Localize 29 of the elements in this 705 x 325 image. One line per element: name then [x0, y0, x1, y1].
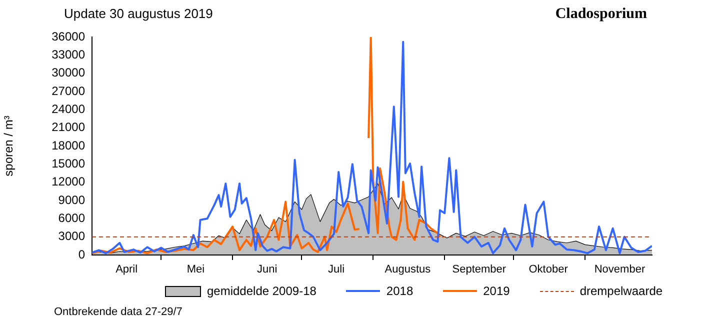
y-tick-label: 0 [78, 247, 86, 262]
x-tick-label: September [452, 264, 506, 276]
x-tick-label: April [116, 264, 138, 276]
x-tick-label: November [594, 264, 646, 276]
y-tick-label: 21000 [52, 120, 86, 134]
y-axis-title: sporen / m³ [2, 116, 16, 176]
y-tick-label: 15000 [52, 156, 86, 170]
x-tick-label: Mei [186, 264, 205, 276]
legend-label: 2019 [483, 284, 510, 298]
y-tick-label: 18000 [52, 138, 86, 152]
x-tick-label: Juli [328, 264, 345, 276]
text: Ontbrekende data 27-29/7 [54, 306, 182, 318]
y-tick-label: 12000 [52, 174, 86, 189]
y-tick-label: 27000 [52, 84, 86, 98]
y-tick-label: 33000 [52, 47, 86, 62]
y-tick-label: 36000 [52, 29, 86, 44]
y-tick-label: 3000 [58, 229, 86, 244]
legend-label: drempelwaarde [580, 284, 663, 298]
y-tick-label: 30000 [52, 66, 86, 80]
legend-label: 2018 [386, 284, 414, 298]
y-tick-label: 9000 [58, 192, 86, 207]
y-tick-label: 6000 [58, 210, 86, 225]
chart-title: Cladosporium [555, 6, 647, 23]
x-tick-label: Oktober [528, 264, 568, 276]
x-tick-label: Juni [257, 264, 278, 276]
y-tick-label: 24000 [52, 102, 86, 116]
chart-subtitle: Update 30 augustus 2019 [64, 6, 213, 21]
legend-label: gemiddelde 2009-18 [207, 284, 316, 298]
x-tick-label: Augustus [384, 264, 432, 276]
